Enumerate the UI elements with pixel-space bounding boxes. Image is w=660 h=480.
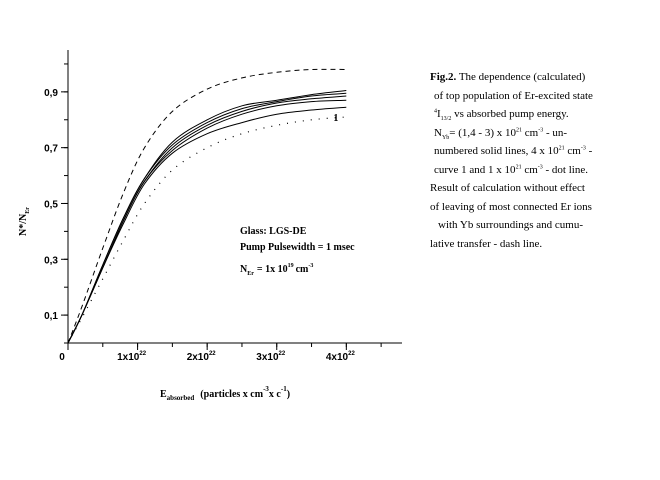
x-axis-label: Eabsorbed (particles x cm-3x c-1) (160, 385, 290, 402)
y-tick-label: 0,5 (44, 199, 58, 210)
y-tick-label: 0,9 (44, 88, 58, 99)
curve-label-1: 1 (333, 113, 338, 124)
series-group (67, 68, 347, 344)
ticks: 0,1 0,3 0,5 0,7 0,9 0 1x1022 2x1022 3x1022 4x1022 (44, 63, 382, 363)
caption-line-2: of top population of Er-excited state (434, 89, 593, 102)
series-line-solid-3 (67, 95, 347, 344)
caption-line-5: numbered solid lines, 4 x 1021 cm-3 - (434, 145, 593, 157)
caption-line-7: Result of calculation without effect (430, 182, 585, 194)
caption-line-8: of leaving of most connected Er ions (430, 200, 592, 213)
x-tick-label: 0 (59, 352, 65, 363)
y-axis-label: N*/NEr (18, 207, 31, 236)
x-tick-label: 1x1022 (117, 351, 147, 363)
x-tick-label: 2x1022 (187, 351, 217, 363)
figure-caption: Fig.2. The dependence (calculated) of to… (430, 68, 656, 253)
y-tick-label: 0,7 (44, 144, 58, 155)
caption-line-3: 4I13/2 vs absorbed pump energy. (434, 108, 569, 123)
caption-line-1: Fig.2. The dependence (calculated) (430, 71, 586, 83)
annotation-pulse: Pump Pulsewidth = 1 msec (240, 242, 355, 253)
caption-line-10: lative transfer - dash line. (430, 237, 543, 250)
annotation-glass: Glass: LGS-DE (240, 226, 307, 237)
caption-line-6: curve 1 and 1 x 1021 cm-3 - dot line. (434, 163, 588, 176)
x-tick-label: 3x1022 (256, 351, 286, 363)
series-line-solid-5 (67, 106, 347, 344)
series-line-solid-2 (67, 92, 347, 344)
caption-line-9: with Yb surroundings and cumu- (438, 219, 584, 231)
y-tick-label: 0,1 (44, 311, 58, 322)
annotation-ner: NEr = 1x 1019 cm-3 (240, 263, 313, 277)
y-tick-label: 0,3 (44, 255, 58, 266)
series-line-solid-4 (67, 99, 347, 344)
series-line-dash-0 (67, 68, 347, 344)
x-tick-label: 4x1022 (326, 351, 356, 363)
caption-line-4: NYb= (1,4 - 3) x 1021 cm-3 - un- (434, 126, 568, 141)
axes (67, 50, 402, 344)
